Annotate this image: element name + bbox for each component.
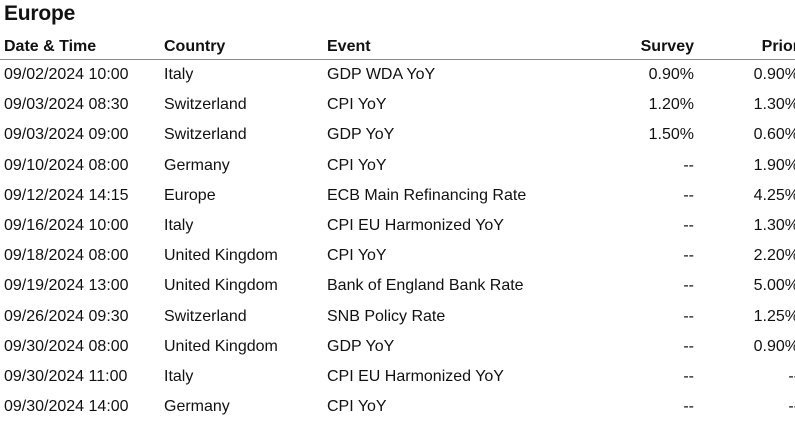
cell-country: United Kingdom <box>164 337 278 355</box>
cell-prior: 5.00% <box>753 277 795 295</box>
cell-event: CPI YoY <box>327 156 387 174</box>
cell-event: CPI YoY <box>327 398 387 416</box>
cell-country: Italy <box>164 66 194 84</box>
cell-prior: 1.30% <box>753 217 795 235</box>
table-row: 09/10/2024 08:00 Germany CPI YoY -- 1.90% <box>0 151 795 181</box>
cell-survey: -- <box>683 247 694 265</box>
cell-country: United Kingdom <box>164 247 278 265</box>
cell-survey: 1.50% <box>648 126 694 144</box>
cell-prior: 4.25% <box>753 186 795 204</box>
cell-survey: 1.20% <box>648 96 694 114</box>
cell-event: CPI EU Harmonized YoY <box>327 217 504 235</box>
cell-prior: -- <box>788 367 795 385</box>
cell-event: CPI EU Harmonized YoY <box>327 367 504 385</box>
cell-date-time: 09/30/2024 14:00 <box>4 398 129 416</box>
cell-date-time: 09/30/2024 08:00 <box>4 337 129 355</box>
table-row: 09/12/2024 14:15 Europe ECB Main Refinanci… <box>0 181 795 211</box>
cell-country: Italy <box>164 367 194 385</box>
table-row: 09/26/2024 09:30 Switzerland SNB Policy Ra… <box>0 302 795 332</box>
header-date-time: Date & Time <box>0 34 164 60</box>
cell-event: CPI YoY <box>327 96 387 114</box>
cell-event: GDP YoY <box>327 126 395 144</box>
header-survey: Survey <box>597 34 694 60</box>
table-row: 09/30/2024 11:00 Italy CPI EU Harmonized Y… <box>0 362 795 392</box>
cell-survey: -- <box>683 337 694 355</box>
cell-survey: -- <box>683 398 694 416</box>
cell-country: Italy <box>164 217 194 235</box>
cell-date-time: 09/19/2024 13:00 <box>4 277 129 295</box>
cell-event: CPI YoY <box>327 247 387 265</box>
cell-event: GDP YoY <box>327 337 395 355</box>
cell-prior: 1.90% <box>753 156 795 174</box>
cell-survey: -- <box>683 156 694 174</box>
table-row: 09/30/2024 14:00 Germany CPI YoY -- -- <box>0 392 795 422</box>
cell-prior: 1.30% <box>753 96 795 114</box>
table-row: 09/30/2024 08:00 United Kingdom GDP YoY -- 0… <box>0 332 795 362</box>
cell-date-time: 09/03/2024 09:00 <box>4 126 129 144</box>
cell-survey: -- <box>683 217 694 235</box>
cell-survey: 0.90% <box>648 66 694 84</box>
cell-date-time: 09/03/2024 08:30 <box>4 96 129 114</box>
cell-date-time: 09/10/2024 08:00 <box>4 156 129 174</box>
table-row: 09/19/2024 13:00 United Kingdom Bank of En… <box>0 271 795 301</box>
cell-prior: 0.60% <box>753 126 795 144</box>
cell-date-time: 09/18/2024 08:00 <box>4 247 129 265</box>
cell-event: SNB Policy Rate <box>327 307 446 325</box>
cell-prior: -- <box>788 398 795 416</box>
table-row: 09/16/2024 10:00 Italy CPI EU Harmonized Y… <box>0 211 795 241</box>
cell-country: Germany <box>164 156 230 174</box>
header-event: Event <box>327 34 597 60</box>
header-row: Date & Time Country Event Survey Prior <box>0 34 795 60</box>
header-country: Country <box>164 34 327 60</box>
cell-country: Germany <box>164 398 230 416</box>
table-row: 09/02/2024 10:00 Italy GDP WDA YoY 0.90% 0.9… <box>0 60 795 91</box>
cell-country: Europe <box>164 186 216 204</box>
cell-survey: -- <box>683 367 694 385</box>
cell-date-time: 09/26/2024 09:30 <box>4 307 129 325</box>
header-prior: Prior <box>694 34 795 60</box>
cell-prior: 0.90% <box>753 66 795 84</box>
table-row: 09/03/2024 08:30 Switzerland CPI YoY 1.20% 1… <box>0 90 795 120</box>
cell-date-time: 09/30/2024 11:00 <box>4 367 128 385</box>
cell-date-time: 09/12/2024 14:15 <box>4 186 129 204</box>
table-header: Date & Time Country Event Survey Prior <box>0 34 795 60</box>
cell-prior: 1.25% <box>753 307 795 325</box>
cell-country: United Kingdom <box>164 277 278 295</box>
cell-event: GDP WDA YoY <box>327 66 436 84</box>
cell-survey: -- <box>683 186 694 204</box>
cell-prior: 0.90% <box>753 337 795 355</box>
cell-country: Switzerland <box>164 307 247 325</box>
cell-event: ECB Main Refinancing Rate <box>327 186 527 204</box>
table-row: 09/18/2024 08:00 United Kingdom CPI YoY -- 2… <box>0 241 795 271</box>
cell-survey: -- <box>683 307 694 325</box>
cell-date-time: 09/02/2024 10:00 <box>4 66 129 84</box>
cell-prior: 2.20% <box>753 247 795 265</box>
cell-event: Bank of England Bank Rate <box>327 277 524 295</box>
cell-country: Switzerland <box>164 126 247 144</box>
cell-survey: -- <box>683 277 694 295</box>
table-body: 09/02/2024 10:00 Italy GDP WDA YoY 0.90% 0.9… <box>0 60 795 423</box>
economic-calendar-table: Date & Time Country Event Survey Prior 0… <box>0 34 795 422</box>
section-title: Europe <box>4 2 76 25</box>
cell-date-time: 09/16/2024 10:00 <box>4 217 129 235</box>
cell-country: Switzerland <box>164 96 247 114</box>
table-row: 09/03/2024 09:00 Switzerland GDP YoY 1.50% 0… <box>0 120 795 150</box>
